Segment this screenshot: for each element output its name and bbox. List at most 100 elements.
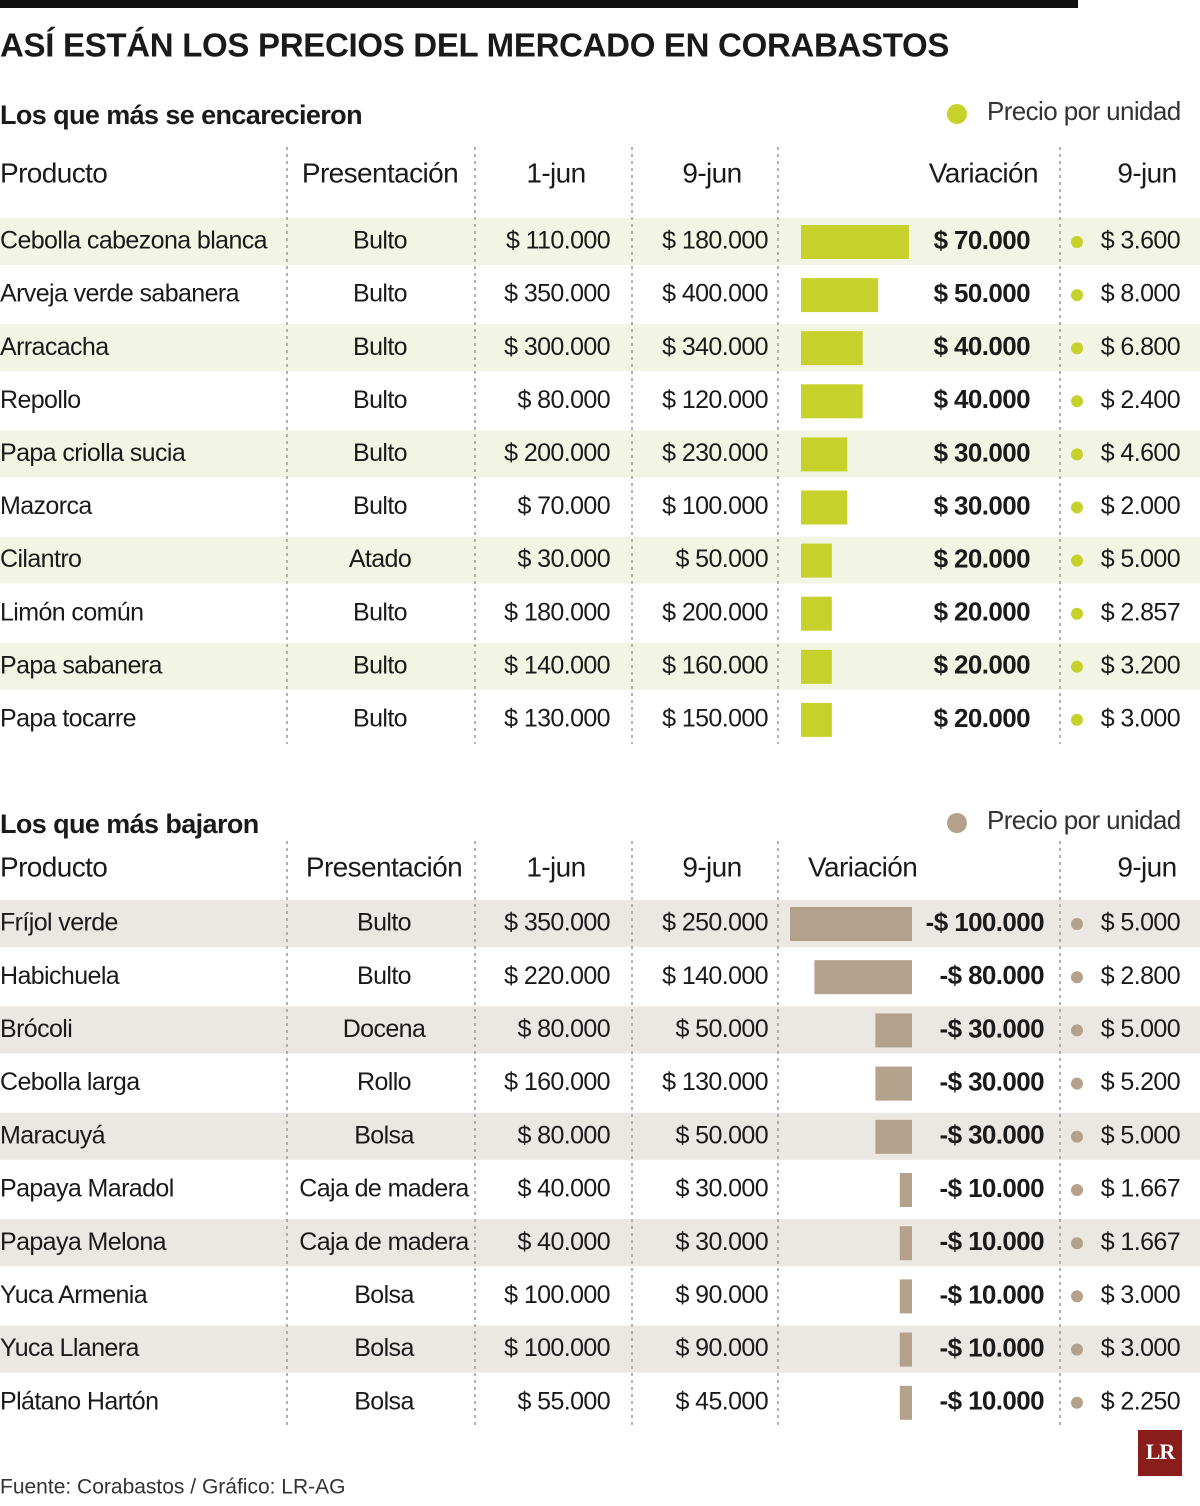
presentation: Bulto <box>353 280 407 308</box>
price-jun-1: $ 30.000 <box>517 545 610 573</box>
unit-price: $ 3.000 <box>1101 705 1180 733</box>
unit-price: $ 3.200 <box>1101 651 1180 679</box>
price-jun-9: $ 130.000 <box>662 1068 768 1096</box>
price-jun-9: $ 400.000 <box>662 280 768 308</box>
presentation: Bulto <box>353 705 407 733</box>
variation-label: $ 20.000 <box>934 597 1031 627</box>
presentation: Caja de madera <box>299 1228 469 1256</box>
presentation: Bolsa <box>354 1387 414 1415</box>
price-jun-9: $ 50.000 <box>675 1015 768 1043</box>
unit-dot <box>1071 1237 1083 1250</box>
unit-dot <box>1071 660 1083 673</box>
variation-bar <box>875 1066 912 1101</box>
variation-bar <box>801 490 848 525</box>
price-jun-1: $ 180.000 <box>504 598 610 626</box>
unit-price: $ 5.000 <box>1101 909 1180 937</box>
column-header: 1-jun <box>526 851 585 882</box>
product: Maracuyá <box>0 1121 106 1149</box>
unit-dot <box>1071 342 1083 355</box>
presentation: Bolsa <box>354 1281 414 1309</box>
product: Papa sabanera <box>0 651 162 679</box>
row-shade <box>0 1219 1200 1267</box>
unit-dot <box>1071 1024 1083 1037</box>
unit-price: $ 5.200 <box>1101 1068 1180 1096</box>
variation-bar <box>801 596 832 631</box>
variation-bar <box>899 1332 912 1367</box>
row-shade <box>0 218 1200 265</box>
row-shade <box>0 642 1200 690</box>
price-jun-9: $ 120.000 <box>662 386 768 414</box>
unit-price: $ 5.000 <box>1101 545 1180 573</box>
unit-dot <box>1071 971 1083 984</box>
variation-label: -$ 10.000 <box>940 1173 1045 1203</box>
variation-bar <box>875 1119 912 1154</box>
product: Repollo <box>0 386 81 414</box>
product: Habichuela <box>0 962 120 990</box>
unit-price: $ 2.250 <box>1101 1387 1180 1415</box>
price-jun-1: $ 40.000 <box>517 1175 610 1203</box>
unit-price: $ 2.000 <box>1101 492 1180 520</box>
product: Papaya Maradol <box>0 1175 174 1203</box>
variation-label: -$ 30.000 <box>940 1013 1045 1043</box>
variation-label: -$ 30.000 <box>940 1066 1045 1096</box>
unit-dot <box>1071 1396 1083 1409</box>
price-jun-9: $ 90.000 <box>675 1281 768 1309</box>
unit-price: $ 2.800 <box>1101 962 1180 990</box>
variation-label: $ 20.000 <box>934 703 1031 733</box>
column-header: Variación <box>808 851 917 882</box>
row-shade <box>0 430 1200 478</box>
presentation: Bulto <box>353 651 407 679</box>
legend-dot <box>947 104 967 124</box>
presentation: Caja de madera <box>299 1175 469 1203</box>
legend-label: Precio por unidad <box>987 96 1181 126</box>
presentation: Rollo <box>357 1068 411 1096</box>
product: Cebolla larga <box>0 1068 140 1096</box>
presentation: Bolsa <box>354 1121 414 1149</box>
product: Papa tocarre <box>0 705 136 733</box>
price-jun-9: $ 90.000 <box>675 1334 768 1362</box>
variation-label: $ 50.000 <box>934 278 1031 308</box>
variation-label: $ 20.000 <box>934 543 1031 573</box>
row-shade <box>0 324 1200 372</box>
product: Papa criolla sucia <box>0 439 186 467</box>
presentation: Atado <box>349 545 411 573</box>
variation-label: $ 40.000 <box>934 331 1031 361</box>
price-jun-1: $ 300.000 <box>504 333 610 361</box>
presentation: Bulto <box>357 962 411 990</box>
unit-dot <box>1071 713 1083 726</box>
price-jun-9: $ 45.000 <box>675 1387 768 1415</box>
price-jun-9: $ 160.000 <box>662 651 768 679</box>
unit-price: $ 6.800 <box>1101 333 1180 361</box>
price-jun-1: $ 140.000 <box>504 651 610 679</box>
price-jun-9: $ 150.000 <box>662 705 768 733</box>
column-header: Producto <box>0 851 107 882</box>
variation-bar <box>875 1013 912 1048</box>
unit-price: $ 1.667 <box>1101 1175 1180 1203</box>
price-jun-9: $ 50.000 <box>675 1121 768 1149</box>
price-jun-9: $ 140.000 <box>662 962 768 990</box>
price-jun-1: $ 70.000 <box>517 492 610 520</box>
price-jun-9: $ 200.000 <box>662 598 768 626</box>
unit-price: $ 1.667 <box>1101 1228 1180 1256</box>
unit-dot <box>1071 918 1083 930</box>
source: Fuente: Corabastos / Gráfico: LR-AG <box>0 1476 345 1499</box>
variation-bar <box>801 278 879 313</box>
presentation: Bulto <box>353 227 407 255</box>
unit-dot <box>1071 448 1083 461</box>
section-subtitle: Los que más bajaron <box>0 809 259 839</box>
column-header: 9-jun <box>1117 157 1176 188</box>
variation-bar <box>899 1173 912 1207</box>
product: Limón común <box>0 598 143 626</box>
logo-box <box>1138 1430 1182 1476</box>
price-jun-1: $ 350.000 <box>504 280 610 308</box>
logo: LR <box>1146 1439 1177 1464</box>
variation-bar <box>801 331 863 366</box>
price-jun-9: $ 30.000 <box>675 1228 768 1256</box>
price-jun-1: $ 100.000 <box>504 1281 610 1309</box>
variation-bar <box>899 1385 912 1420</box>
variation-bar <box>790 907 912 941</box>
presentation: Docena <box>343 1015 426 1043</box>
variation-label: $ 40.000 <box>934 384 1031 414</box>
price-jun-1: $ 220.000 <box>504 962 610 990</box>
variation-bar <box>801 384 863 419</box>
